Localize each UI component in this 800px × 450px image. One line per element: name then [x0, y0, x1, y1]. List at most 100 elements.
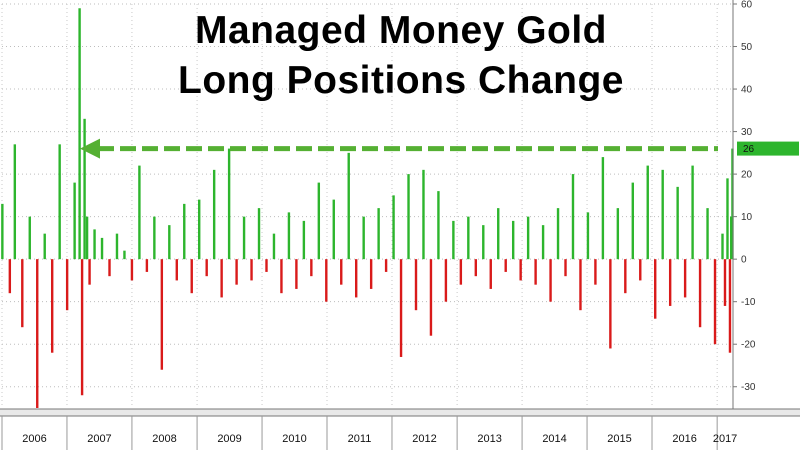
- bar: [504, 259, 507, 272]
- bar: [586, 212, 590, 260]
- bar: [631, 182, 634, 260]
- bar: [556, 208, 560, 260]
- bar: [100, 237, 104, 260]
- bar: [50, 259, 54, 353]
- bar: [287, 212, 291, 260]
- bar: [399, 259, 403, 357]
- bar: [534, 259, 537, 285]
- bar: [564, 259, 567, 277]
- bar: [83, 118, 86, 260]
- chart-title-line-2: Long Positions Change: [178, 59, 624, 102]
- bar: [205, 259, 208, 277]
- x-tick-label: 2006: [22, 433, 46, 445]
- bar: [467, 216, 470, 260]
- bar: [8, 259, 12, 294]
- bar: [115, 233, 119, 260]
- bar: [377, 208, 380, 260]
- y-tick-label: 50: [741, 42, 753, 53]
- bar: [422, 169, 425, 260]
- bar: [183, 203, 186, 260]
- grid-lines: [1, 3, 733, 408]
- bar: [212, 169, 216, 260]
- bar: [145, 259, 149, 272]
- bar: [489, 259, 492, 289]
- bar: [21, 259, 24, 328]
- bar: [153, 216, 156, 260]
- bar: [482, 225, 485, 260]
- y-tick-label: 30: [741, 127, 753, 138]
- y-tick-label: -20: [741, 340, 756, 351]
- x-tick-label: 2017: [713, 433, 737, 445]
- bar: [362, 216, 365, 260]
- bar: [175, 259, 178, 281]
- bar: [108, 259, 111, 277]
- bar: [668, 259, 672, 306]
- y-tick-label: -10: [741, 297, 756, 308]
- y-tick-label: 20: [741, 170, 753, 181]
- y-tick-label: 40: [741, 85, 753, 96]
- bar: [624, 259, 627, 294]
- bar: [78, 8, 81, 260]
- bar: [242, 216, 246, 260]
- bar: [369, 259, 373, 289]
- y-tick-label: 10: [741, 212, 753, 223]
- bar: [452, 220, 455, 260]
- bar: [392, 195, 395, 260]
- bar: [407, 174, 410, 260]
- bar: [130, 259, 134, 281]
- bar: [698, 259, 702, 328]
- x-tick-label: 2009: [217, 433, 241, 445]
- bar: [354, 259, 358, 298]
- bar: [28, 216, 31, 260]
- bar: [58, 144, 61, 260]
- bar: [347, 152, 350, 260]
- bar: [691, 165, 694, 260]
- y-tick-label: -30: [741, 382, 756, 393]
- bar: [414, 259, 418, 311]
- bar: [302, 220, 306, 260]
- bar: [257, 208, 261, 260]
- bar: [1, 203, 4, 260]
- bar: [713, 259, 717, 345]
- bar: [497, 208, 500, 260]
- x-tick-label: 2008: [152, 433, 176, 445]
- bar: [721, 233, 724, 260]
- bar: [317, 182, 321, 260]
- bar: [138, 165, 141, 260]
- bar: [227, 148, 231, 260]
- bar: [332, 199, 335, 260]
- bar: [676, 186, 679, 260]
- bar: [198, 199, 201, 260]
- bar: [190, 259, 193, 294]
- bar: [511, 220, 515, 260]
- bar: [310, 259, 313, 277]
- bar: [250, 259, 253, 281]
- bar: [571, 174, 575, 260]
- x-tick-label: 2014: [542, 433, 566, 445]
- reference-arrow: [80, 138, 718, 159]
- bar: [654, 259, 657, 319]
- x-tick-label: 2007: [87, 433, 111, 445]
- bar: [280, 259, 283, 294]
- bar: [706, 208, 709, 260]
- bar: [601, 157, 605, 260]
- bar: [85, 216, 89, 260]
- bar: [549, 259, 552, 302]
- bar: [444, 259, 448, 302]
- bar: [36, 259, 39, 408]
- bar: [731, 148, 734, 260]
- bar: [340, 259, 343, 285]
- bar: [235, 259, 238, 285]
- bar: [88, 259, 91, 285]
- bar: [272, 233, 276, 260]
- bar: [474, 259, 478, 277]
- bar: [616, 208, 620, 260]
- bar: [73, 182, 76, 260]
- chart-title: Managed Money Gold Long Positions Change: [96, 6, 706, 106]
- x-tick-label: 2016: [672, 433, 696, 445]
- x-axis: 2006 2007 2008 2009 2010 2011 2012 2013 2014 2015…: [0, 408, 800, 450]
- y-tick-label: 0: [741, 255, 747, 266]
- bar: [609, 259, 612, 349]
- bar: [325, 259, 328, 302]
